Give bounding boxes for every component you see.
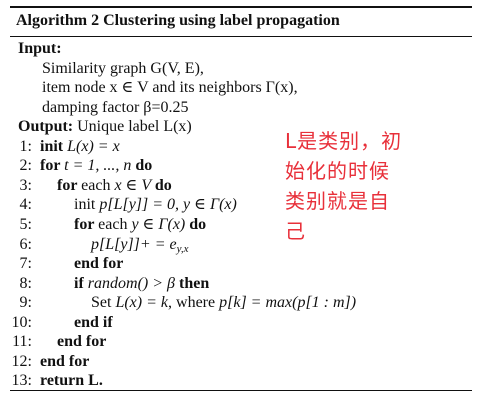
algorithm-step: for each y ∈ Γ(x) do [74, 215, 206, 234]
step-part: then [178, 274, 210, 292]
step-part: Set [91, 294, 116, 312]
step-number: 5: [19, 215, 32, 233]
step-number: 3: [19, 176, 32, 194]
title-rule [10, 36, 472, 37]
algorithm-step: end for [40, 352, 89, 371]
step-part: init [40, 137, 68, 155]
algorithm-step: end if [74, 313, 113, 332]
algorithm-step: for each x ∈ V do [57, 176, 172, 195]
step-part: , where [168, 294, 220, 312]
step-number: 7: [19, 255, 32, 273]
step-part: each [98, 215, 132, 233]
input-line-text: item node x ∈ V and its neighbors Γ(x), [42, 79, 298, 97]
algorithm-step: init L(x) = x [40, 137, 120, 156]
input-line: Similarity graph G(V, E), [42, 59, 204, 78]
input-label: Input: [18, 39, 62, 58]
step-part: end if [74, 313, 113, 331]
algorithm-step: for t = 1, ..., n do [40, 156, 152, 175]
step-number: 1: [19, 137, 32, 155]
step-part: end for [57, 333, 107, 351]
output-line: Output: Unique label L(x) [18, 117, 192, 136]
step-number: 12: [11, 352, 32, 370]
step-number: 2: [19, 157, 32, 175]
step-number: 10: [11, 313, 32, 331]
input-line-text: Similarity graph G(V, E), [42, 59, 204, 77]
step-part: return L. [40, 372, 103, 390]
step-part: if [74, 274, 88, 292]
algorithm-step: end for [74, 254, 123, 273]
step-part: do [154, 176, 172, 194]
algorithm-step: Set L(x) = k, where p[k] = max(p[1 : m]) [91, 293, 356, 312]
step-part: do [189, 215, 207, 233]
algorithm-step: return L. [40, 371, 103, 390]
step-part: each [81, 176, 115, 194]
step-part: do [135, 157, 153, 175]
step-number: 6: [19, 235, 32, 253]
input-line-text: damping factor β=0.25 [42, 98, 189, 116]
step-part: y ∈ Γ(x) [131, 215, 190, 233]
step-part: end for [40, 352, 90, 370]
step-part: t = 1, ..., n [64, 157, 136, 175]
input-label-text: Input: [18, 40, 62, 57]
top-rule [10, 6, 472, 8]
step-part: for [57, 176, 82, 194]
algorithm-step: p[L[y]]+ = ey,x [91, 235, 189, 259]
bottom-rule [10, 390, 472, 391]
handwritten-annotation: L是类别，初始化的时候类别就是自己 [285, 129, 403, 243]
step-part: for [40, 157, 65, 175]
step-part: for [74, 215, 99, 233]
step-subscript: y,x [176, 242, 189, 255]
step-part: L(x) = k [115, 294, 169, 312]
output-text: Unique label L(x) [77, 118, 192, 136]
step-part: p[L[y]]+ = e [91, 235, 177, 253]
step-number: 4: [19, 196, 32, 214]
algorithm-title: Algorithm 2 Clustering using label propa… [16, 12, 340, 30]
step-part: x ∈ V [114, 176, 155, 194]
step-number: 13: [11, 372, 32, 390]
step-number: 11: [12, 333, 32, 351]
output-label: Output: [18, 118, 78, 136]
step-part: L(x) = x [67, 137, 120, 155]
step-part: end for [74, 255, 124, 273]
input-line: item node x ∈ V and its neighbors Γ(x), [42, 78, 298, 97]
step-number: 9: [19, 294, 32, 312]
input-line: damping factor β=0.25 [42, 98, 188, 117]
algorithm-step: if random() > β then [74, 274, 209, 293]
algorithm-title-prefix: Algorithm 2 [16, 12, 100, 29]
algorithm-step: end for [57, 332, 106, 351]
algorithm-step: init p[L[y]] = 0, y ∈ Γ(x) [74, 195, 237, 214]
step-part: p[L[y]] = 0, y ∈ Γ(x) [99, 196, 237, 214]
step-part: p[k] = max(p[1 : m]) [219, 294, 357, 312]
step-number: 8: [19, 274, 32, 292]
step-part: init [74, 196, 100, 214]
algorithm-title-text: Clustering using label propagation [103, 12, 340, 29]
step-part: random() > β [87, 274, 179, 292]
